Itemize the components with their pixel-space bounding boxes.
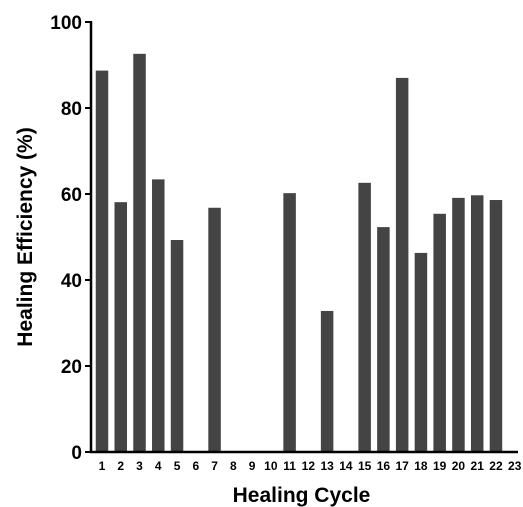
x-tick-label: 7 (211, 459, 218, 473)
y-tick-label: 100 (50, 13, 82, 34)
x-tick-label: 12 (302, 459, 316, 473)
bar-cycle-7 (208, 207, 221, 452)
x-tick-label: 16 (377, 459, 391, 473)
x-tick-label: 19 (433, 459, 447, 473)
bar-group (95, 53, 503, 453)
bar-cycle-4 (152, 179, 165, 452)
x-tick-label: 6 (192, 459, 199, 473)
x-tick-label: 8 (230, 459, 237, 473)
y-tick-label: 80 (61, 99, 82, 120)
x-tick-label: 23 (508, 459, 522, 473)
x-tick-label: 13 (320, 459, 334, 473)
x-tick-label: 21 (471, 459, 485, 473)
x-tick-label: 9 (249, 459, 256, 473)
y-tick-label: 40 (61, 271, 82, 292)
bar-cycle-16 (377, 227, 390, 452)
bar-cycle-11 (283, 193, 296, 452)
bar-cycle-1 (95, 70, 109, 452)
x-tick-label: 11 (283, 459, 296, 473)
x-tick-label: 18 (414, 459, 428, 473)
x-tick-label: 20 (452, 459, 466, 473)
x-tick-label: 5 (174, 459, 181, 473)
x-axis-title: Healing Cycle (233, 484, 371, 507)
bar-cycle-13 (320, 310, 334, 452)
bar-cycle-5 (170, 240, 184, 452)
x-tick-label: 14 (339, 459, 353, 473)
bar-cycle-20 (452, 197, 465, 452)
y-tick-label: 60 (61, 185, 82, 206)
bar-cycle-15 (358, 182, 371, 452)
x-tick-label: 1 (99, 459, 106, 473)
bar-cycle-3 (133, 53, 146, 452)
x-tick-label: 22 (489, 459, 503, 473)
bar-cycle-18 (414, 252, 428, 452)
x-tick-label: 10 (264, 459, 278, 473)
x-tick-label: 15 (358, 459, 372, 473)
y-tick-label: 0 (71, 443, 82, 464)
bar-cycle-21 (470, 195, 484, 453)
y-tick-label: 20 (61, 357, 82, 378)
x-tick-label: 2 (117, 459, 124, 473)
bar-cycle-19 (433, 213, 446, 452)
x-tick-label: 4 (155, 459, 162, 473)
bar-cycle-17 (395, 77, 409, 453)
x-tick-label: 3 (136, 459, 143, 473)
x-tick-label: 17 (395, 459, 409, 473)
x-axis-ticks: 1 2 3 4 5 6 7 8 9 10 11 12 13 14 15 16 17 18 19 20 21 22 23 (99, 459, 522, 473)
bar-cycle-2 (114, 202, 128, 452)
bar-cycle-22 (489, 200, 503, 452)
y-axis-title: Healing Efficiency (%) (14, 127, 37, 346)
y-axis-ticks: 0 20 40 60 80 100 (50, 13, 91, 464)
